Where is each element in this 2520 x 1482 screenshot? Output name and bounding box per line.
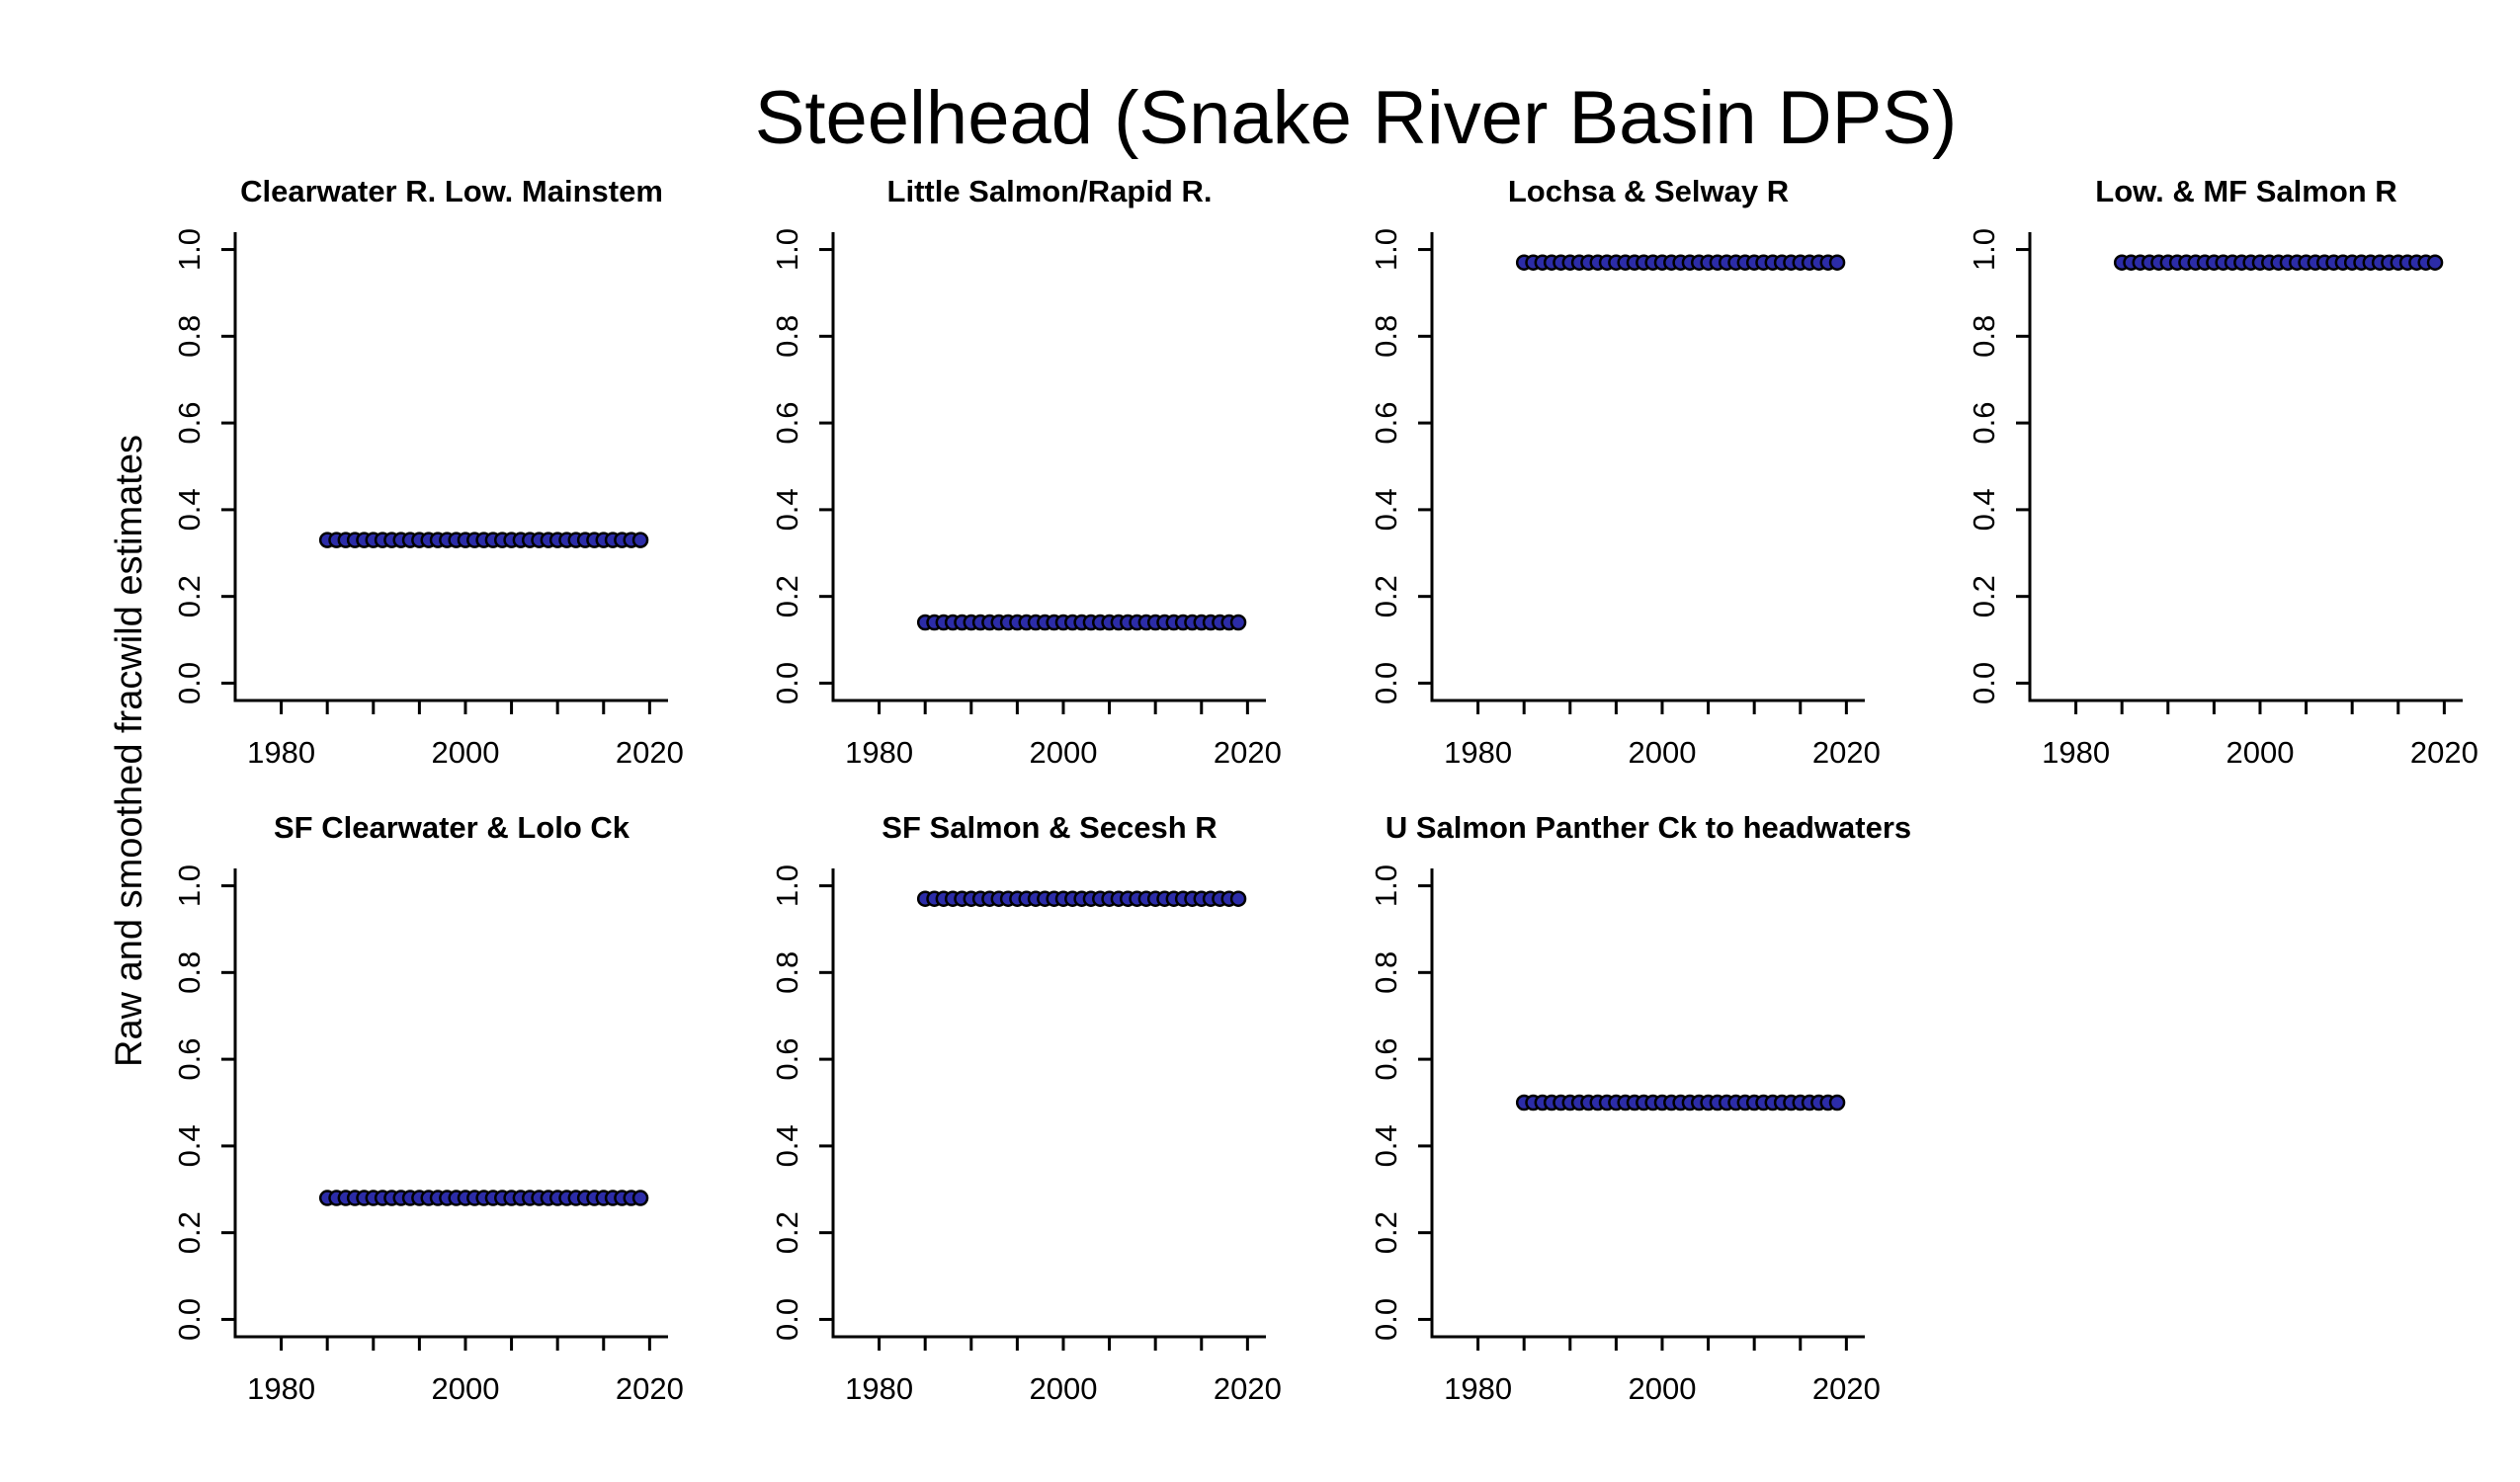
x-tick-label: 1980 bbox=[2042, 735, 2110, 770]
y-tick-label: 1.0 bbox=[1369, 864, 1403, 907]
y-tick-label: 0.8 bbox=[1967, 315, 2001, 358]
y-tick-label: 1.0 bbox=[770, 864, 804, 907]
x-tick-label: 2000 bbox=[2226, 735, 2294, 770]
y-tick-label: 1.0 bbox=[1967, 228, 2001, 271]
data-point bbox=[631, 532, 649, 548]
y-tick-label: 0.4 bbox=[1369, 488, 1403, 531]
y-axis-label: Raw and smoothed fracwild estimates bbox=[109, 435, 150, 1067]
x-tick-label: 2020 bbox=[616, 735, 684, 770]
data-point bbox=[1828, 254, 1846, 271]
y-tick-label: 0.6 bbox=[770, 1038, 804, 1081]
panel-title: Lochsa & Selway R bbox=[1508, 174, 1789, 208]
x-tick-label: 2000 bbox=[431, 735, 499, 770]
y-tick-label: 0.0 bbox=[770, 662, 804, 704]
y-tick-label: 0.8 bbox=[1369, 951, 1403, 994]
panel-title: U Salmon Panther Ck to headwaters bbox=[1386, 810, 1911, 845]
y-tick-label: 0.6 bbox=[1967, 402, 2001, 445]
y-tick-label: 1.0 bbox=[770, 228, 804, 271]
y-tick-label: 0.0 bbox=[770, 1298, 804, 1341]
x-tick-label: 1980 bbox=[1444, 735, 1512, 770]
x-tick-label: 2020 bbox=[1812, 735, 1881, 770]
x-tick-label: 2000 bbox=[1628, 1371, 1696, 1406]
panel-6: SF Salmon & Secesh R 0.0 0.2 0.4 0.6 0.8 1.0 19… bbox=[770, 810, 1282, 1406]
y-tick-label: 0.4 bbox=[1369, 1124, 1403, 1167]
y-tick-label: 0.4 bbox=[172, 488, 207, 531]
panel-title: SF Salmon & Secesh R bbox=[882, 810, 1217, 845]
y-tick-label: 0.0 bbox=[1369, 662, 1403, 704]
y-tick-label: 0.8 bbox=[172, 315, 207, 358]
y-tick-label: 0.4 bbox=[172, 1124, 207, 1167]
y-tick-label: 0.2 bbox=[1369, 1211, 1403, 1254]
panel-3: Lochsa & Selway R 0.0 0.2 0.4 0.6 0.8 1.0 1980 2… bbox=[1369, 174, 1881, 770]
y-tick-label: 0.2 bbox=[770, 575, 804, 618]
y-tick-label: 0.8 bbox=[1369, 315, 1403, 358]
panel-7: U Salmon Panther Ck to headwaters 0.0 0.2 0… bbox=[1369, 810, 1911, 1406]
x-tick-label: 2000 bbox=[1628, 735, 1696, 770]
x-tick-label: 1980 bbox=[1444, 1371, 1512, 1406]
y-tick-label: 0.2 bbox=[1967, 575, 2001, 618]
data-point bbox=[1828, 1094, 1846, 1112]
x-tick-label: 2020 bbox=[1214, 1371, 1282, 1406]
y-tick-label: 0.2 bbox=[770, 1211, 804, 1254]
y-tick-label: 0.6 bbox=[172, 402, 207, 445]
y-tick-label: 0.0 bbox=[1967, 662, 2001, 704]
x-tick-label: 1980 bbox=[247, 1371, 315, 1406]
panel-title: Clearwater R. Low. Mainstem bbox=[240, 174, 663, 208]
x-tick-label: 1980 bbox=[247, 735, 315, 770]
y-tick-label: 0.2 bbox=[172, 575, 207, 618]
data-point bbox=[1229, 614, 1247, 631]
chart-title: Steelhead (Snake River Basin DPS) bbox=[755, 76, 1958, 160]
x-tick-label: 2000 bbox=[1029, 735, 1097, 770]
x-tick-label: 2020 bbox=[616, 1371, 684, 1406]
y-tick-label: 0.6 bbox=[1369, 1038, 1403, 1081]
panel-title: SF Clearwater & Lolo Ck bbox=[274, 810, 630, 845]
data-point bbox=[1229, 890, 1247, 907]
y-tick-label: 0.2 bbox=[172, 1211, 207, 1254]
y-tick-label: 1.0 bbox=[1369, 228, 1403, 271]
panel-title: Low. & MF Salmon R bbox=[2095, 174, 2396, 208]
panel-1: Clearwater R. Low. Mainstem 0.0 0.2 0.4 0.6 0… bbox=[172, 174, 684, 770]
y-tick-label: 0.4 bbox=[770, 1124, 804, 1167]
y-tick-label: 0.8 bbox=[770, 315, 804, 358]
y-tick-label: 0.8 bbox=[770, 951, 804, 994]
panel-2: Little Salmon/Rapid R. 0.0 0.2 0.4 0.6 0.8 1.0… bbox=[770, 174, 1282, 770]
y-tick-label: 0.4 bbox=[770, 488, 804, 531]
y-tick-label: 1.0 bbox=[172, 864, 207, 907]
x-tick-label: 1980 bbox=[845, 735, 913, 770]
y-tick-label: 0.6 bbox=[172, 1038, 207, 1081]
y-tick-label: 0.6 bbox=[770, 402, 804, 445]
x-tick-label: 2000 bbox=[1029, 1371, 1097, 1406]
data-point bbox=[2426, 254, 2444, 271]
y-tick-label: 0.4 bbox=[1967, 488, 2001, 531]
x-tick-label: 2000 bbox=[431, 1371, 499, 1406]
x-tick-label: 2020 bbox=[1214, 735, 1282, 770]
x-tick-label: 2020 bbox=[1812, 1371, 1881, 1406]
panel-title: Little Salmon/Rapid R. bbox=[887, 174, 1213, 208]
y-tick-label: 0.8 bbox=[172, 951, 207, 994]
panel-4: Low. & MF Salmon R 0.0 0.2 0.4 0.6 0.8 1.0 1980… bbox=[1967, 174, 2478, 770]
y-tick-label: 0.0 bbox=[172, 662, 207, 704]
x-tick-label: 2020 bbox=[2410, 735, 2478, 770]
panels: Clearwater R. Low. Mainstem 0.0 0.2 0.4 0.6 0… bbox=[172, 174, 2478, 1406]
x-tick-label: 1980 bbox=[845, 1371, 913, 1406]
data-point bbox=[631, 1190, 649, 1206]
y-tick-label: 0.0 bbox=[1369, 1298, 1403, 1341]
y-tick-label: 0.0 bbox=[172, 1298, 207, 1341]
panel-5: SF Clearwater & Lolo Ck 0.0 0.2 0.4 0.6 0.8 1.… bbox=[172, 810, 684, 1406]
y-tick-label: 0.2 bbox=[1369, 575, 1403, 618]
y-tick-label: 1.0 bbox=[172, 228, 207, 271]
y-tick-label: 0.6 bbox=[1369, 402, 1403, 445]
